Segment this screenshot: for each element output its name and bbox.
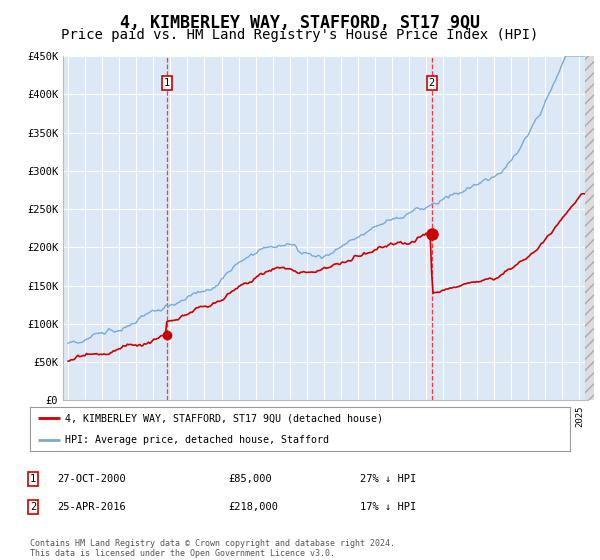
Text: 25-APR-2016: 25-APR-2016 — [57, 502, 126, 512]
Text: 4, KIMBERLEY WAY, STAFFORD, ST17 9QU: 4, KIMBERLEY WAY, STAFFORD, ST17 9QU — [120, 14, 480, 32]
Text: 1: 1 — [164, 78, 170, 88]
Text: 27% ↓ HPI: 27% ↓ HPI — [360, 474, 416, 484]
Text: £85,000: £85,000 — [228, 474, 272, 484]
Text: 4, KIMBERLEY WAY, STAFFORD, ST17 9QU (detached house): 4, KIMBERLEY WAY, STAFFORD, ST17 9QU (de… — [65, 413, 383, 423]
Text: Contains HM Land Registry data © Crown copyright and database right 2024.
This d: Contains HM Land Registry data © Crown c… — [30, 539, 395, 558]
Text: 27-OCT-2000: 27-OCT-2000 — [57, 474, 126, 484]
Text: 1: 1 — [30, 474, 36, 484]
Text: Price paid vs. HM Land Registry's House Price Index (HPI): Price paid vs. HM Land Registry's House … — [61, 28, 539, 42]
Text: £218,000: £218,000 — [228, 502, 278, 512]
Text: HPI: Average price, detached house, Stafford: HPI: Average price, detached house, Staf… — [65, 435, 329, 445]
Text: 17% ↓ HPI: 17% ↓ HPI — [360, 502, 416, 512]
Text: 2: 2 — [30, 502, 36, 512]
Text: 2: 2 — [428, 78, 435, 88]
